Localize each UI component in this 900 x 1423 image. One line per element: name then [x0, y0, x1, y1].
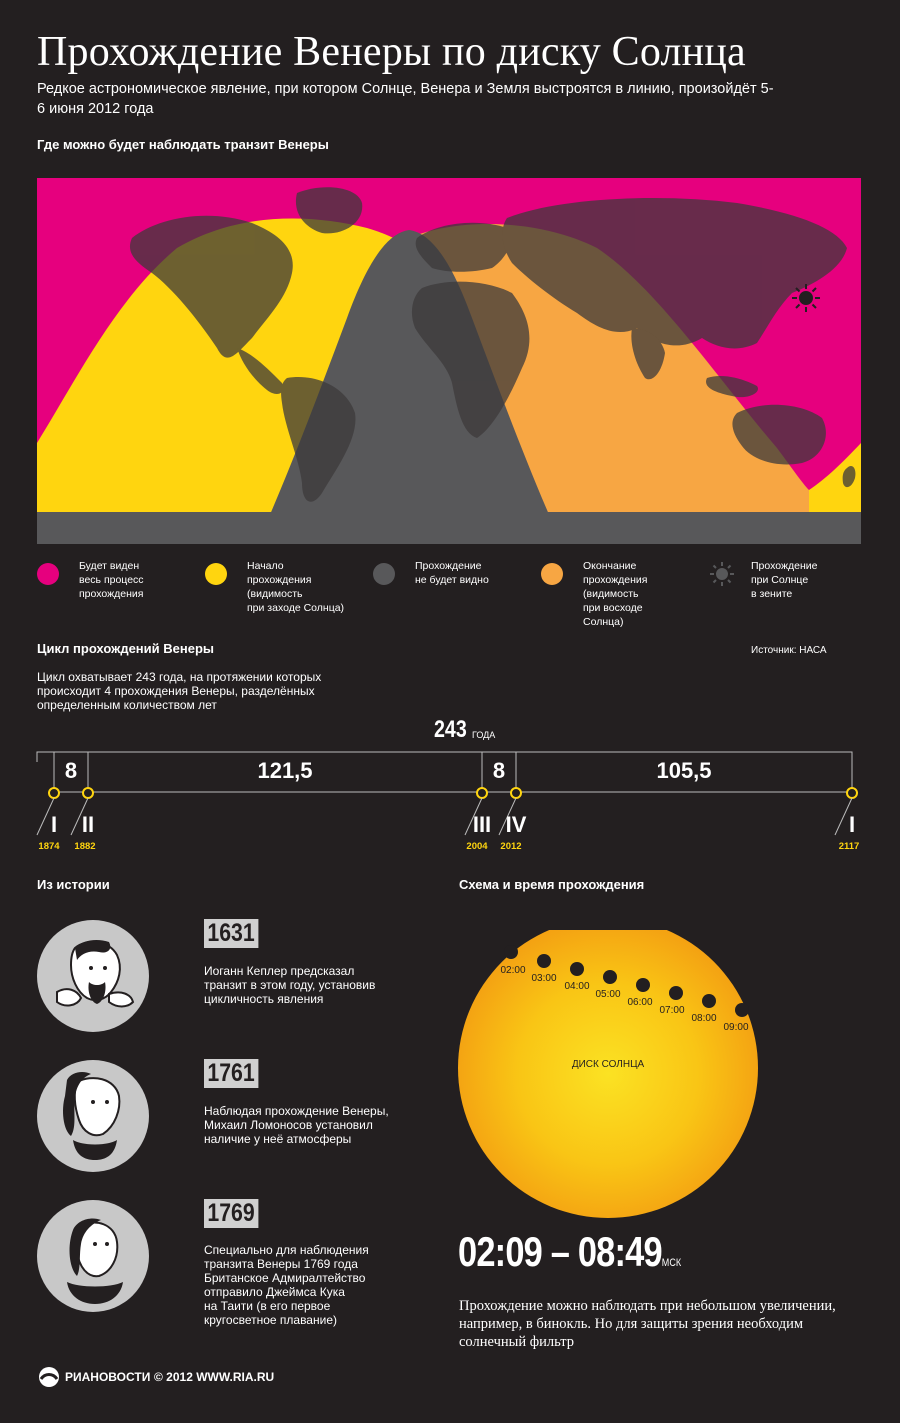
cycle-title: Цикл прохождений Венеры	[37, 641, 214, 656]
legend-dot-gray	[373, 563, 395, 585]
history-text-lomonosov: Наблюдая прохождение Венеры, Михаил Ломо…	[204, 1104, 389, 1146]
map-section-title: Где можно будет наблюдать транзит Венеры	[37, 137, 329, 152]
transit-point-4	[510, 787, 522, 799]
legend-dot-orange	[541, 563, 563, 585]
transit-year-3: 2004	[466, 841, 488, 852]
cycle-timeline: 243 ГОДА 8 121,5 8 105,5 I II III IV I 1…	[36, 715, 860, 852]
transit-roman-2: II	[82, 812, 94, 837]
transit-point-5	[846, 787, 858, 799]
transit-year-4: 2012	[500, 841, 521, 852]
venus-0700	[669, 986, 683, 1000]
lomonosov-portrait	[37, 1060, 149, 1172]
venus-0300	[537, 954, 551, 968]
transit-roman-5: I	[849, 812, 855, 837]
interval-label-2: 121,5	[257, 758, 312, 783]
transit-roman-4: IV	[506, 812, 527, 837]
venus-0200	[504, 945, 518, 959]
sun-disk-label: ДИСК СОЛНЦА	[572, 1059, 645, 1070]
legend-dot-magenta	[37, 563, 59, 585]
legend-label: Окончание прохождения (видимость при восход…	[583, 560, 648, 628]
sun-zenith-marker	[792, 284, 820, 312]
year-badge-1769: 1769	[204, 1199, 259, 1228]
transit-roman-1: I	[51, 812, 57, 837]
venus-0800	[702, 994, 716, 1008]
time-label-0500: 05:00	[595, 989, 620, 1000]
drop-line-3	[464, 797, 483, 836]
interval-bracket-1	[53, 752, 517, 792]
cook-portrait-drawing	[67, 1218, 123, 1304]
time-label-0300: 03:00	[531, 973, 556, 984]
interval-label-3: 8	[493, 758, 505, 783]
page-subtitle: Редкое астрономическое явление, при кото…	[37, 81, 774, 117]
transit-point-2	[82, 787, 94, 799]
transit-year-5: 2117	[839, 841, 860, 852]
drop-line-1	[36, 797, 55, 836]
cycle-description: Цикл охватывает 243 года, на протяжении …	[37, 670, 322, 712]
venus-0500	[603, 970, 617, 984]
sun-diagram-svg: ДИСК СОЛНЦА 02:00 03:00 04:00 05:00 06:0…	[458, 918, 758, 1218]
world-map-svg	[37, 178, 861, 544]
legend-label: Начало прохождения (видимость при заходе Со…	[247, 560, 345, 614]
legend-label: Прохождение не будет видно	[415, 560, 489, 586]
ria-logo-icon	[39, 1367, 59, 1387]
transit-year-1: 1874	[38, 841, 60, 852]
time-label-0200: 02:00	[500, 965, 525, 976]
transit-roman-3: III	[473, 812, 491, 837]
legend-label: Будет виден весь процесс прохождения	[79, 560, 144, 600]
time-label-0800: 08:00	[691, 1013, 716, 1024]
source-note: Источник: НАСА	[751, 645, 827, 656]
total-bracket	[36, 751, 853, 762]
year-badge-1631: 1631	[204, 919, 259, 948]
venus-0900	[735, 1003, 749, 1017]
transit-year-2: 1882	[74, 841, 95, 852]
copyright[interactable]: © 2012 WWW.RIA.RU	[154, 1370, 275, 1384]
history-text-kepler: Иоганн Кеплер предсказал транзит в этом …	[204, 964, 376, 1006]
cook-portrait	[37, 1200, 149, 1312]
total-years-unit: ГОДА	[472, 730, 495, 740]
drop-line-4	[498, 797, 517, 836]
time-label-0900: 09:00	[723, 1022, 748, 1033]
interval-label-4: 105,5	[656, 758, 711, 783]
time-label-0700: 07:00	[659, 1005, 684, 1016]
transit-time-range: 02:09 – 08:49МСК	[458, 1228, 682, 1275]
venus-0600	[636, 978, 650, 992]
brand-name: РИАНОВОСТИ	[65, 1370, 151, 1384]
total-years-label: 243	[434, 715, 467, 742]
antarctica-strip	[37, 512, 861, 544]
interval-label-1: 8	[65, 758, 77, 783]
venus-0400	[570, 962, 584, 976]
time-label-0400: 04:00	[564, 981, 589, 992]
transit-point-3	[476, 787, 488, 799]
kepler-portrait	[37, 920, 149, 1032]
sun-diagram: ДИСК СОЛНЦА 02:00 03:00 04:00 05:00 06:0…	[440, 918, 780, 1220]
legend-dot-yellow	[205, 563, 227, 585]
history-title: Из истории	[37, 877, 110, 892]
observation-note: Прохождение можно наблюдать при небольшо…	[459, 1298, 836, 1350]
drop-line-5	[834, 797, 853, 836]
drop-line-2	[70, 797, 89, 836]
continents	[129, 187, 856, 502]
kepler-portrait-drawing	[56, 940, 135, 1008]
lomonosov-portrait-drawing	[63, 1072, 121, 1160]
time-unit: МСК	[661, 1257, 682, 1269]
sun-zenith-icon	[710, 562, 734, 586]
scheme-title: Схема и время прохождения	[459, 877, 645, 892]
legend-label: Прохождение при Солнце в зените	[751, 560, 818, 600]
transit-point-1	[48, 787, 60, 799]
year-badge-1761: 1761	[204, 1059, 259, 1088]
page-title: Прохождение Венеры по диску Солнца	[37, 29, 746, 75]
visibility-map	[37, 178, 861, 544]
time-label-0600: 06:00	[627, 997, 652, 1008]
history-text-cook: Специально для наблюдения транзита Венер…	[204, 1243, 369, 1327]
